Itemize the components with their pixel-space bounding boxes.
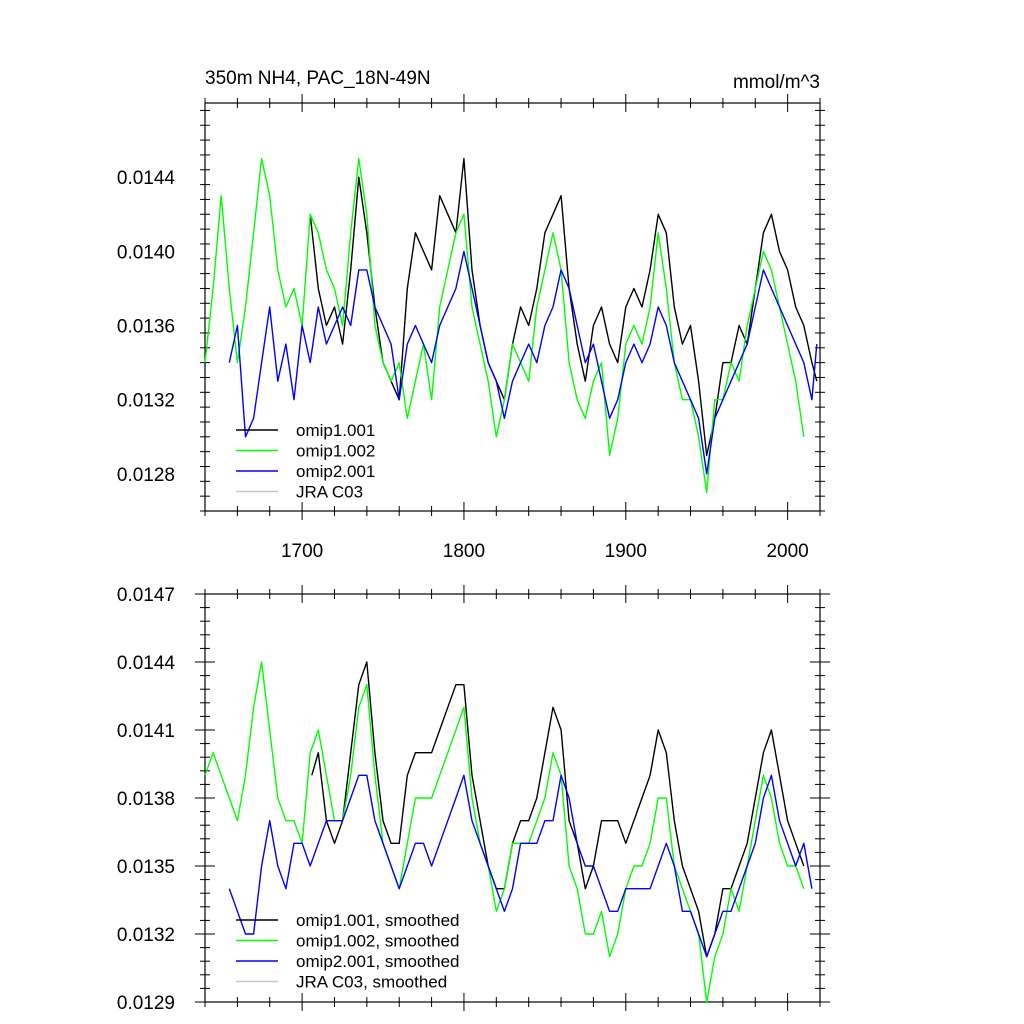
bottom-legend-label: JRA C03, smoothed: [296, 973, 447, 992]
top-y-tick-label: 0.0136: [117, 317, 175, 338]
bottom-y-tick-label: 0.0141: [117, 721, 175, 742]
top-x-tick-label: 1700: [281, 541, 323, 562]
top-y-tick-label: 0.0132: [117, 391, 175, 412]
units-label: mmol/m^3: [733, 72, 820, 93]
top-series-line-1: [204, 157, 805, 494]
bottom-legend-label: omip1.002, smoothed: [296, 932, 460, 951]
bottom-legend-label: omip1.001, smoothed: [296, 911, 460, 930]
top-legend-label: JRA C03: [296, 483, 363, 502]
bottom-y-tick-label: 0.0129: [117, 993, 175, 1014]
bottom-series-line-2: [228, 774, 813, 958]
top-x-tick-label: 1900: [605, 541, 647, 562]
top-y-tick-label: 0.0140: [117, 242, 175, 263]
bottom-y-tick-label: 0.0138: [117, 789, 175, 810]
top-plot-frame: [204, 102, 821, 512]
bottom-series-line-1: [204, 661, 805, 1003]
bottom-y-tick-label: 0.0135: [117, 857, 175, 878]
bottom-y-tick-label: 0.0132: [117, 925, 175, 946]
top-legend-label: omip1.002: [296, 442, 375, 461]
bottom-y-tick-label: 0.0147: [117, 585, 175, 606]
top-series-line-0: [309, 157, 818, 457]
chart-title: 350m NH4, PAC_18N-49N: [205, 68, 431, 89]
top-y-tick-label: 0.0128: [117, 465, 175, 486]
top-x-tick-label: 1800: [443, 541, 485, 562]
top-panel: 350m NH4, PAC_18N-49N mmol/m^3 1700 1800 1…: [117, 68, 825, 562]
top-y-tick-label: 0.0144: [117, 168, 176, 189]
top-legend-label: omip1.001: [296, 421, 375, 440]
bottom-legend-label: omip2.001, smoothed: [296, 952, 460, 971]
bottom-series-line-0: [311, 661, 805, 958]
top-x-tick-label: 2000: [766, 541, 808, 562]
bottom-panel: 0.0129 0.0132 0.0135 0.0138 0.0141 0.0144 0.01…: [117, 585, 830, 1014]
bottom-y-tick-label: 0.0144: [117, 653, 176, 674]
top-series-line-2: [228, 250, 818, 475]
top-legend-label: omip2.001: [296, 462, 375, 481]
